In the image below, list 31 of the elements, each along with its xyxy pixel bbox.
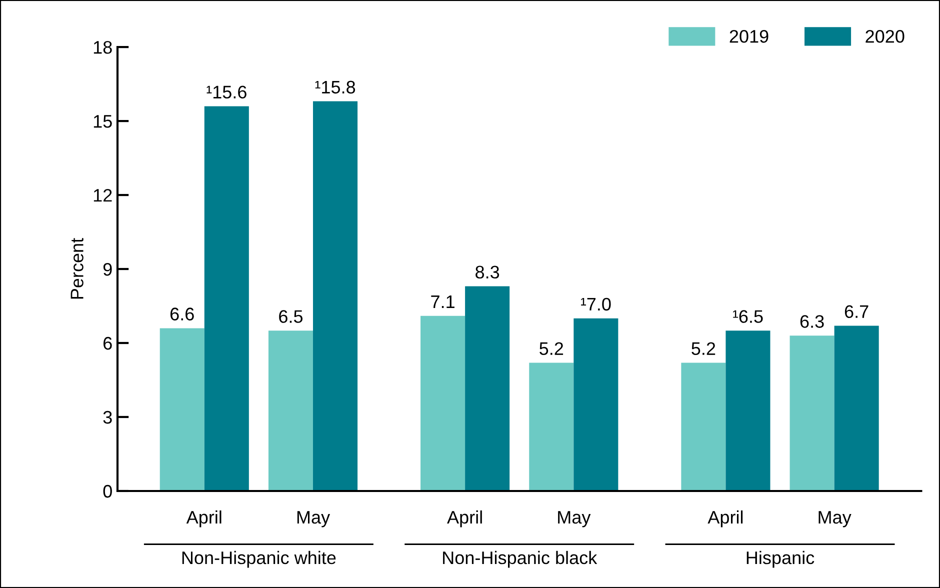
data-label: 7.1 [431,296,454,308]
data-label: 5.2 [540,342,564,355]
data-label: 5.2 [692,342,716,355]
y-tick-label: 18 [94,40,112,54]
y-tick-label: 0 [103,484,112,498]
y-tick-label: 3 [103,410,112,424]
text: Non-Hispanic white [182,550,336,568]
data-label: ¹15.8 [315,80,356,94]
legend-label: 2019 [730,30,768,43]
text: Non-Hispanic black [443,550,598,568]
y-tick-label: 6 [104,336,112,350]
text: Hispanic [746,550,814,568]
y-tick-label: 15 [94,115,112,128]
data-label: 6.6 [170,308,194,320]
x-tick-label: May [297,511,330,528]
x-tick-label: April [708,510,743,528]
data-label: 6.3 [800,315,824,328]
data-label: 6.5 [279,310,303,323]
x-tick-label: May [558,511,591,528]
data-label: ¹15.6 [206,86,246,98]
data-label: 8.3 [476,266,500,279]
data-label: 6.7 [844,305,868,318]
data-label: ¹7.0 [581,298,611,311]
legend-label: 2020 [866,30,904,43]
y-tick-label: 12 [94,188,112,202]
data-label: ¹6.5 [733,310,763,323]
y-axis-title: Percent [70,238,84,299]
y-tick-label: 9 [103,262,112,276]
x-tick-label: April [447,510,482,528]
x-tick-label: May [818,511,852,528]
x-tick-label: April [186,510,222,528]
